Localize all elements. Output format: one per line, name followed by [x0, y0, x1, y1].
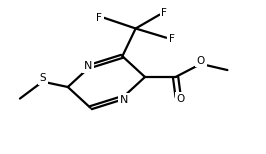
Text: N: N [84, 61, 93, 71]
Text: O: O [177, 94, 185, 104]
Text: F: F [161, 8, 167, 18]
Text: F: F [169, 34, 175, 44]
Text: S: S [40, 73, 46, 83]
Text: F: F [96, 13, 102, 23]
Text: N: N [119, 95, 128, 105]
Text: O: O [197, 56, 205, 65]
